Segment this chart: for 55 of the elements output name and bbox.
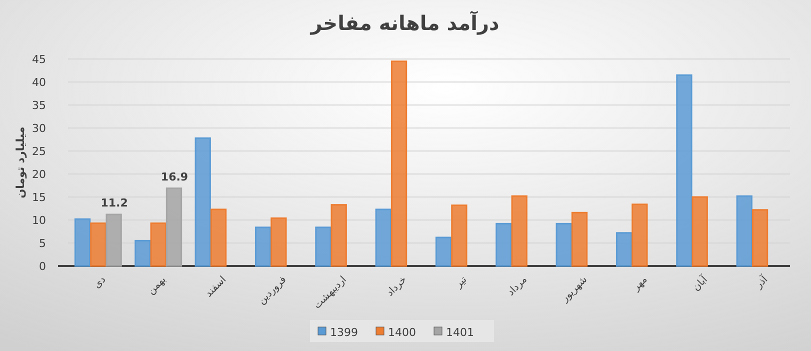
bar	[556, 222, 572, 267]
x-tick-label: شهریور	[558, 274, 590, 305]
bar	[496, 222, 512, 267]
bar	[90, 222, 106, 267]
bar	[676, 74, 692, 267]
legend-label: 1401	[446, 326, 474, 339]
bar	[435, 236, 452, 267]
x-tick-label: اردیبهشت	[312, 274, 349, 312]
bar	[315, 226, 332, 267]
bar	[511, 195, 528, 267]
bar	[692, 196, 708, 267]
bar	[330, 204, 347, 267]
bar	[106, 214, 122, 267]
bar	[390, 60, 408, 267]
x-tick-label: فروردین	[256, 274, 289, 307]
y-tick-label: 35	[32, 99, 46, 112]
y-tick-label: 45	[32, 53, 46, 66]
y-tick-label: 10	[32, 214, 46, 227]
y-tick-label: 0	[39, 260, 46, 273]
y-tick-label: 15	[32, 191, 46, 204]
x-tick-label: خرداد	[384, 274, 410, 299]
bar	[210, 208, 227, 267]
data-label: 11.2	[100, 196, 128, 210]
data-label: 16.9	[160, 170, 188, 184]
bar	[150, 222, 166, 267]
y-tick-label: 5	[39, 237, 46, 250]
x-tick-label: تیر	[452, 274, 470, 291]
x-tick-label: دی	[92, 274, 108, 291]
x-tick-label: مهر	[630, 274, 650, 294]
y-tick-label: 20	[32, 168, 46, 181]
chart-title: درآمد ماهانه مفاخر	[310, 10, 500, 35]
bar	[736, 195, 752, 267]
bar	[632, 204, 648, 267]
y-tick-label: 25	[32, 145, 46, 158]
x-tick-label: آبان	[689, 272, 711, 294]
bar	[74, 218, 91, 267]
bar	[375, 208, 392, 267]
x-tick-label: آذر	[752, 272, 771, 292]
y-tick-label: 40	[32, 76, 46, 89]
bar	[134, 240, 151, 267]
x-tick-label: مرداد	[506, 274, 530, 298]
legend-label: 1399	[330, 326, 358, 339]
bar	[752, 209, 768, 267]
y-axis-title: میلیارد تومان	[14, 126, 27, 198]
legend-label: 1400	[388, 326, 416, 339]
bar	[616, 232, 632, 267]
bar	[451, 204, 468, 267]
bar	[166, 188, 182, 267]
x-tick-label: بهمن	[146, 274, 168, 297]
bar	[194, 137, 211, 267]
bar	[270, 217, 287, 267]
bar	[254, 226, 272, 267]
y-tick-label: 30	[32, 122, 46, 135]
x-tick-label: اسفند	[203, 274, 229, 300]
bar	[571, 212, 588, 267]
